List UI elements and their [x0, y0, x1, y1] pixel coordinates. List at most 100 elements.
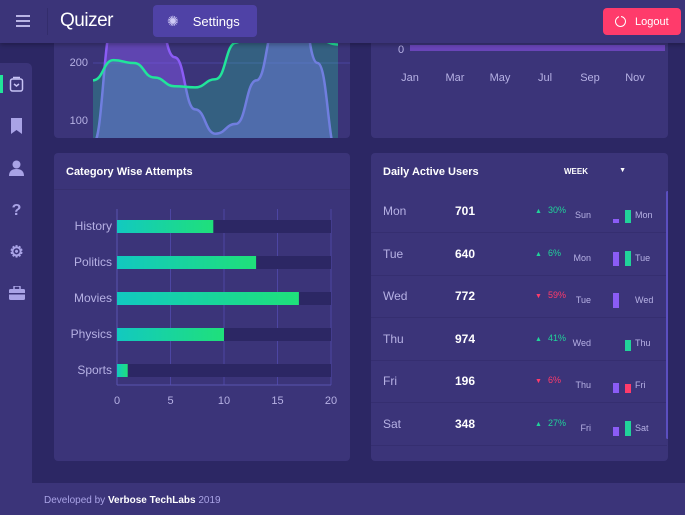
change-indicator: ▲ 27% — [535, 418, 566, 428]
category-label: Physics — [71, 327, 112, 341]
day-label: Mon — [383, 204, 407, 218]
category-attempts-card: Category Wise Attempts 0 5 10 15 20 History Po… — [54, 153, 350, 461]
category-label: Sports — [77, 363, 112, 377]
monthly-chart-card: 0 Jan Mar May Jul Sep Nov — [371, 30, 668, 138]
prev-day-bar — [613, 427, 619, 436]
footer: Developed by Verbose TechLabs 2019 — [32, 483, 685, 515]
y-tick-0: 0 — [398, 44, 405, 56]
cur-day-bar — [625, 420, 631, 436]
prev-day-label: Mon — [573, 252, 591, 263]
period-dropdown[interactable]: WEEK ▼ — [564, 167, 626, 176]
prev-day-bar — [613, 293, 619, 308]
x-tick-label: 0 — [114, 395, 120, 407]
series-line — [95, 30, 333, 138]
footer-company[interactable]: Verbose TechLabs — [107, 495, 196, 506]
change-percent: 41% — [547, 332, 566, 343]
day-label: Thu — [383, 331, 404, 346]
change-percent: 6% — [547, 247, 561, 258]
bar-history[interactable] — [117, 220, 214, 233]
prev-day-label: Tue — [575, 295, 591, 305]
arrow-down-icon: ▼ — [535, 293, 542, 300]
category-label: Movies — [74, 291, 112, 305]
prev-day-label: Thu — [575, 380, 591, 390]
x-tick-label: 20 — [325, 395, 337, 407]
prev-day-bar — [613, 382, 619, 393]
cur-day-bar — [625, 250, 631, 266]
divider — [47, 8, 48, 35]
footer-prefix: Developed by — [44, 495, 106, 506]
daily-card-title: Daily Active Users — [383, 166, 479, 178]
arrow-down-icon: ▼ — [535, 378, 542, 385]
daily-row[interactable] — [371, 445, 667, 461]
gear-icon: ✺ — [167, 12, 179, 29]
cur-day-bar — [625, 210, 631, 223]
category-bar-chart: 0 5 10 15 20 History Politics Movies Physics Spor… — [71, 209, 337, 407]
top-header: Quizer ✺ Settings Logout — [0, 0, 685, 43]
briefcase-icon[interactable] — [8, 285, 25, 303]
cur-day-label: Tue — [635, 252, 651, 263]
arrow-up-icon: ▲ — [535, 335, 542, 343]
settings-label: Settings — [192, 13, 240, 29]
bar-physics[interactable] — [117, 328, 224, 341]
series-line — [93, 30, 339, 89]
prev-day-bar — [613, 252, 619, 266]
user-count: 640 — [455, 246, 476, 261]
category-label: Politics — [74, 255, 112, 269]
y-tick-200: 200 — [69, 57, 88, 69]
day-label: Fri — [383, 374, 397, 388]
logout-label: Logout — [635, 15, 669, 28]
daily-list: Mon 701 ▲ 30% Sun Mon Tue 640 ▲ 6% Mon Tue W… — [371, 190, 668, 461]
user-count: 772 — [455, 289, 476, 303]
bar-sports[interactable] — [117, 364, 128, 377]
trend-chart-card: 200 100 — [54, 30, 350, 138]
arrow-up-icon: ▲ — [535, 250, 542, 258]
settings-button[interactable]: ✺ Settings — [153, 5, 257, 37]
prev-day-bar — [613, 219, 619, 223]
prev-day-label: Fri — [580, 422, 592, 433]
user-count: 974 — [455, 331, 476, 346]
x-tick-label: 5 — [167, 395, 173, 407]
cur-day-bar — [625, 384, 631, 393]
power-icon — [615, 14, 626, 27]
prev-day-label: Wed — [572, 337, 591, 348]
daily-row[interactable]: Wed 772 ▼ 59% Tue Wed — [371, 275, 667, 318]
cur-day-bar — [625, 340, 631, 351]
card-divider — [54, 189, 350, 190]
change-indicator: ▲ 30% — [535, 205, 566, 215]
daily-row[interactable]: Mon 701 ▲ 30% Sun Mon — [371, 190, 667, 233]
change-indicator: ▲ 6% — [535, 248, 561, 258]
bag-icon[interactable] — [8, 76, 25, 93]
x-tick-label: Sep — [580, 72, 600, 84]
day-label: Sat — [383, 416, 402, 431]
series-area — [93, 30, 338, 138]
x-tick-label: Jan — [401, 72, 419, 84]
daily-row[interactable]: Fri 196 ▼ 6% Thu Fri — [371, 360, 667, 403]
cur-day-label: Mon — [635, 210, 653, 220]
daily-row[interactable]: Sat 348 ▲ 27% Fri Sat — [371, 403, 667, 446]
day-label: Wed — [383, 289, 408, 303]
change-percent: 6% — [547, 375, 561, 385]
change-percent: 59% — [547, 290, 566, 300]
series-area — [93, 30, 338, 138]
daily-row[interactable]: Thu 974 ▲ 41% Wed Thu — [371, 318, 667, 361]
user-icon[interactable] — [8, 160, 25, 177]
bar-politics[interactable] — [117, 256, 257, 269]
question-icon[interactable]: ? — [11, 202, 22, 219]
bookmark-icon[interactable] — [8, 118, 25, 135]
app-logo[interactable]: Quizer — [60, 10, 113, 31]
prev-day-label: Sun — [574, 210, 591, 220]
user-count: 348 — [455, 416, 476, 431]
logout-button[interactable]: Logout — [603, 8, 681, 35]
category-card-title: Category Wise Attempts — [66, 166, 193, 178]
change-percent: 30% — [547, 205, 566, 215]
x-tick-label: Mar — [445, 72, 465, 84]
x-tick-label: May — [489, 72, 511, 84]
active-indicator — [0, 75, 3, 93]
menu-icon[interactable] — [16, 15, 30, 27]
daily-row[interactable]: Tue 640 ▲ 6% Mon Tue — [371, 233, 667, 276]
gear-icon[interactable]: ⚙ — [9, 244, 24, 261]
y-tick-100: 100 — [69, 115, 88, 127]
scrollbar[interactable] — [666, 191, 668, 439]
user-count: 701 — [455, 204, 476, 218]
bar-movies[interactable] — [117, 292, 299, 305]
